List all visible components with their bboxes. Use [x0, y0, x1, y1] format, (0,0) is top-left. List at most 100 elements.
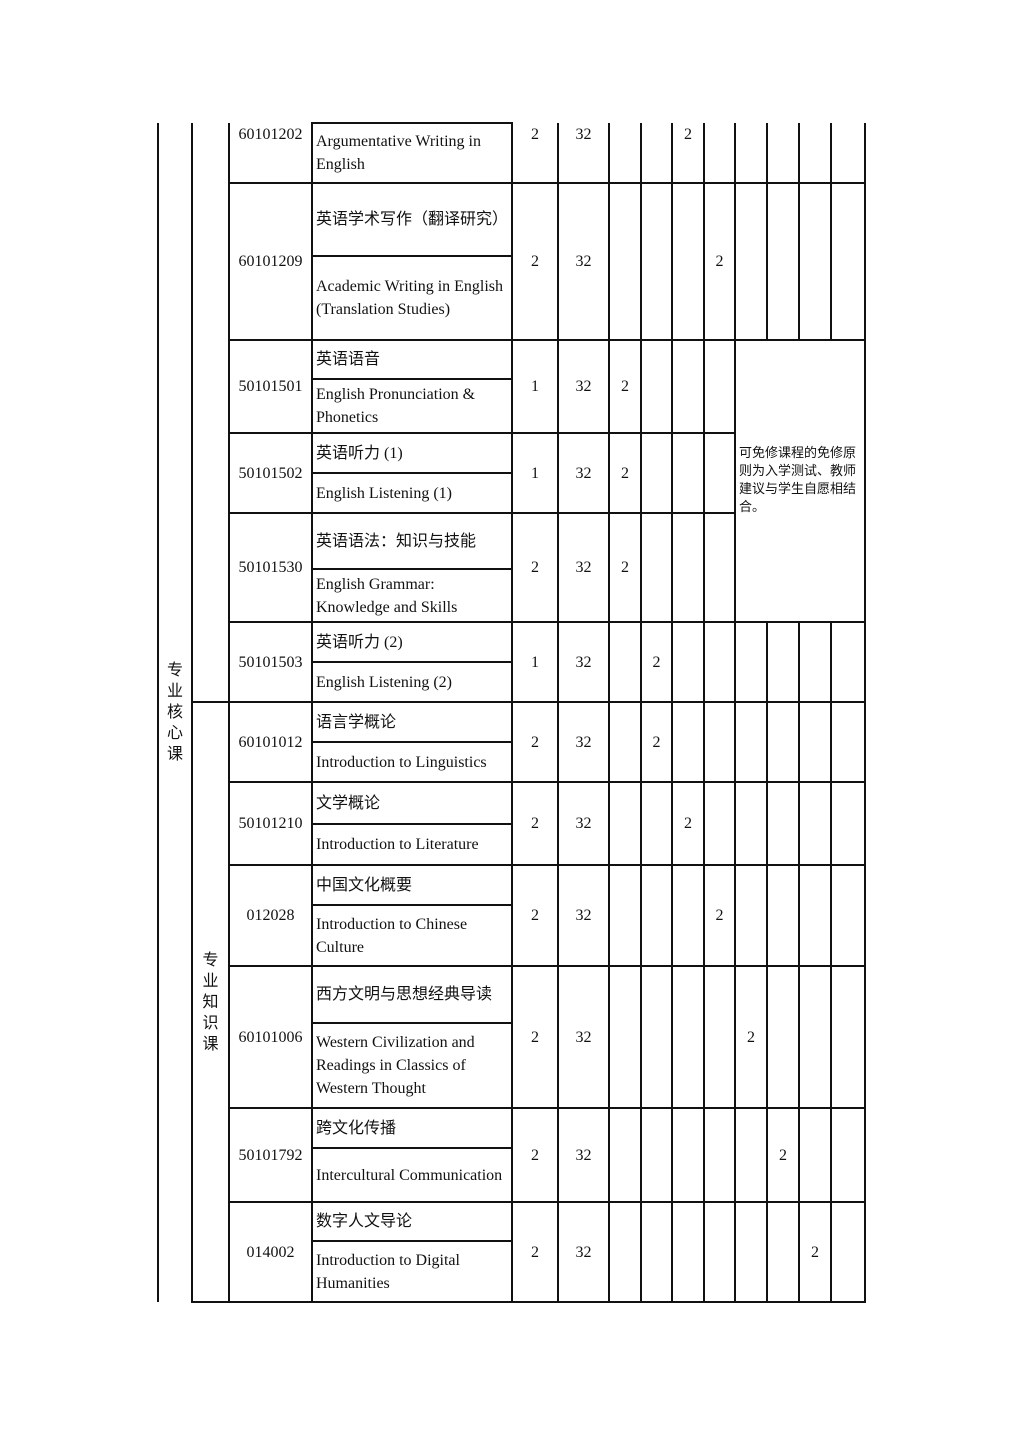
course-name-english: Argumentative Writing in English — [311, 122, 513, 184]
curriculum-table: 专业核心课 60101202 Argumentative Writing in En… — [157, 122, 866, 1303]
semester-4-cell — [703, 512, 736, 623]
semester-1-cell: 2 — [608, 512, 642, 623]
semester-1-cell — [608, 965, 642, 1109]
semester-2-cell — [640, 123, 673, 184]
semester-5-cell — [734, 621, 768, 703]
semester-5-cell — [734, 1107, 768, 1203]
course-name-chinese: 跨文化传播 — [311, 1107, 513, 1149]
course-hours: 32 — [557, 965, 610, 1109]
course-credits: 1 — [511, 339, 559, 434]
course-name-chinese: 西方文明与思想经典导读 — [311, 965, 513, 1024]
table-row: Introduction to Literature — [158, 823, 865, 866]
course-hours: 32 — [557, 864, 610, 967]
course-name-chinese: 英语语音 — [311, 339, 513, 380]
table-row: English Pronunciation & Phonetics — [158, 378, 865, 434]
semester-6-cell — [766, 621, 800, 703]
course-name-chinese: 英语学术写作（翻译研究） — [311, 182, 513, 257]
course-credits: 2 — [511, 965, 559, 1109]
course-hours: 32 — [557, 701, 610, 783]
semester-2-cell — [640, 965, 673, 1109]
table-row: 012028 中国文化概要 2 32 2 — [158, 864, 866, 967]
semester-8-cell — [830, 1107, 866, 1203]
semester-1-cell — [608, 123, 642, 184]
course-credits: 2 — [511, 781, 559, 866]
table-row: 60101209 英语学术写作（翻译研究） 2 32 2 — [158, 182, 866, 341]
semester-8-cell — [830, 864, 866, 967]
semester-4-cell — [703, 621, 736, 703]
course-code: 50101502 — [228, 432, 313, 514]
group-core-courses: 专业核心课 — [157, 123, 193, 1302]
semester-5-cell: 2 — [734, 965, 768, 1109]
semester-5-cell — [734, 781, 768, 866]
semester-7-cell — [798, 864, 832, 967]
course-name-english: Introduction to Literature — [311, 823, 513, 866]
semester-4-cell — [703, 123, 736, 184]
exemption-note: 可免修课程的免修原则为入学测试、教师建议与学生自愿相结合。 — [734, 339, 866, 623]
course-code: 50101210 — [228, 781, 313, 866]
semester-1-cell: 2 — [608, 432, 642, 514]
course-name-english: English Listening (1) — [311, 472, 513, 514]
semester-3-cell — [671, 512, 705, 623]
course-name-english: English Grammar: Knowledge and Skills — [311, 568, 513, 623]
course-credits: 1 — [511, 621, 559, 703]
course-name-english: Introduction to Digital Humanities — [311, 1240, 513, 1303]
semester-3-cell: 2 — [671, 123, 705, 184]
course-code: 60101006 — [228, 965, 313, 1109]
semester-5-cell — [734, 123, 768, 184]
course-credits: 2 — [511, 123, 559, 184]
semester-6-cell — [766, 701, 800, 783]
table-row: 50101502 英语听力 (1) 1 32 2 — [158, 432, 865, 514]
table-row: 50101501 英语语音 1 32 2 可免修课程的免修原则为入学测试、教师建议与学生自… — [158, 339, 866, 623]
semester-6-cell: 2 — [766, 1107, 800, 1203]
table-row: 50101503 英语听力 (2) 1 32 2 — [158, 621, 866, 703]
semester-7-cell — [798, 621, 832, 703]
semester-8-cell — [830, 621, 866, 703]
semester-7-cell — [798, 701, 832, 783]
course-name-chinese: 文学概论 — [311, 781, 513, 825]
table-row: Academic Writing in English (Translation… — [158, 255, 865, 341]
table-row: Introduction to Linguistics — [158, 741, 865, 783]
semester-7-cell — [798, 182, 832, 341]
course-hours: 32 — [557, 432, 610, 514]
semester-4-cell — [703, 701, 736, 783]
semester-5-cell — [734, 864, 768, 967]
semester-8-cell — [830, 781, 866, 866]
semester-4-cell — [703, 781, 736, 866]
table-row: English Grammar: Knowledge and Skills — [158, 568, 865, 623]
course-name-english: Academic Writing in English (Translation… — [311, 255, 513, 341]
course-code: 012028 — [228, 864, 313, 967]
table-row: 014002 数字人文导论 2 32 2 — [158, 1201, 866, 1303]
semester-2-cell: 2 — [640, 701, 673, 783]
semester-2-cell — [640, 1107, 673, 1203]
semester-6-cell — [766, 1201, 800, 1303]
semester-7-cell — [798, 1107, 832, 1203]
semester-5-cell — [734, 701, 768, 783]
course-name-chinese: 英语语法：知识与技能 — [311, 512, 513, 570]
semester-2-cell — [640, 1201, 673, 1303]
semester-7-cell: 2 — [798, 1201, 832, 1303]
course-name-chinese: 语言学概论 — [311, 701, 513, 743]
course-hours: 32 — [557, 1201, 610, 1303]
course-hours: 32 — [557, 621, 610, 703]
course-credits: 2 — [511, 1107, 559, 1203]
course-credits: 2 — [511, 701, 559, 783]
semester-1-cell — [608, 182, 642, 341]
semester-3-cell — [671, 432, 705, 514]
semester-6-cell — [766, 965, 800, 1109]
table-row: Introduction to Chinese Culture — [158, 904, 865, 967]
semester-5-cell — [734, 1201, 768, 1303]
course-name-english: Western Civilization and Readings in Cla… — [311, 1022, 513, 1109]
course-credits: 2 — [511, 1201, 559, 1303]
group-knowledge-courses: 专业知识课 — [191, 701, 230, 1303]
semester-3-cell — [671, 339, 705, 434]
semester-4-cell — [703, 432, 736, 514]
semester-1-cell — [608, 864, 642, 967]
course-code: 50101792 — [228, 1107, 313, 1203]
semester-3-cell — [671, 1107, 705, 1203]
table-row: 专业核心课 60101202 Argumentative Writing in En… — [157, 122, 866, 1302]
course-hours: 32 — [557, 512, 610, 623]
course-name-english: English Listening (2) — [311, 661, 513, 703]
semester-4-cell — [703, 339, 736, 434]
semester-3-cell — [671, 965, 705, 1109]
table-row: 专业知识课 60101012 语言学概论 2 32 2 — [158, 701, 866, 1303]
